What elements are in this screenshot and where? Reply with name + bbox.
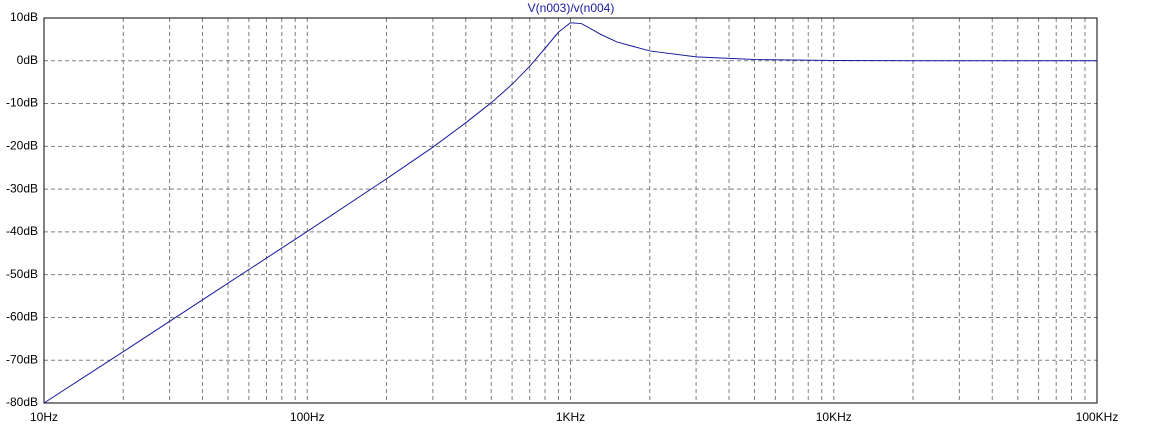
- chart-title: V(n003)/v(n004): [528, 1, 615, 15]
- y-tick-label: -40dB: [6, 224, 38, 238]
- plot-frame: [43, 17, 1098, 404]
- y-tick-label: -70dB: [6, 352, 38, 366]
- y-tick-label: -80dB: [6, 395, 38, 409]
- x-tick-label: 1KHz: [556, 410, 585, 424]
- y-tick-label: -60dB: [6, 310, 38, 324]
- y-tick-label: 10dB: [10, 10, 38, 24]
- y-tick-label: -30dB: [6, 181, 38, 195]
- y-tick-label: 0dB: [17, 53, 38, 67]
- x-tick-label: 10KHz: [816, 410, 852, 424]
- y-tick-label: -50dB: [6, 267, 38, 281]
- y-tick-label: -20dB: [6, 139, 38, 153]
- x-tick-label: 100KHz: [1076, 410, 1119, 424]
- x-tick-label: 10Hz: [30, 410, 58, 424]
- data-line: [43, 22, 1097, 404]
- x-tick-label: 100Hz: [290, 410, 325, 424]
- y-tick-label: -10dB: [6, 96, 38, 110]
